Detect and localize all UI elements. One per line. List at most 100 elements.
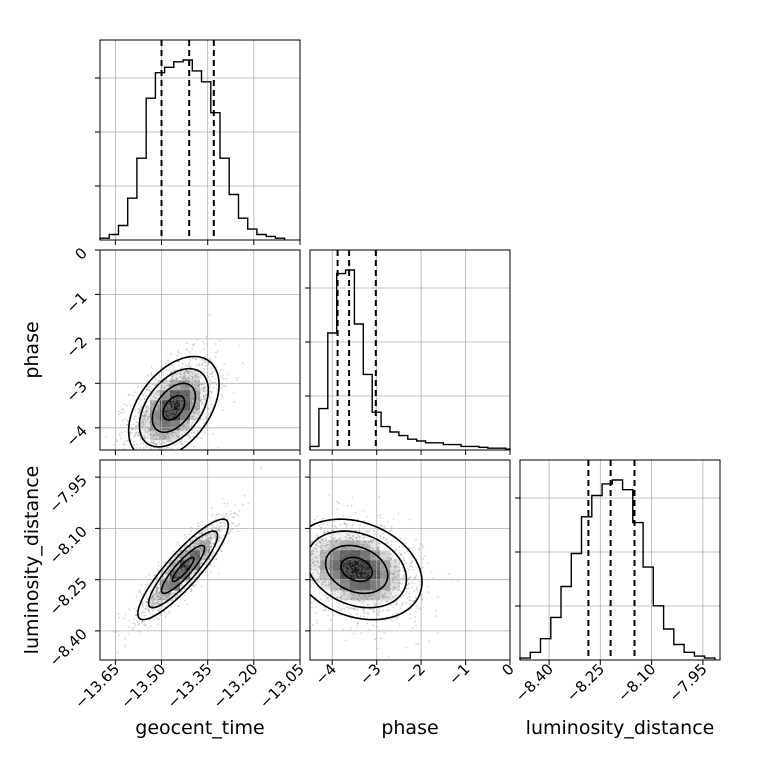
density-cell [340, 560, 351, 571]
sample-point [143, 423, 146, 426]
sample-point [158, 408, 160, 410]
sample-point [175, 425, 178, 427]
sample-point [172, 571, 174, 574]
sample-point [380, 637, 382, 640]
density-cell [180, 390, 191, 401]
sample-point [195, 556, 198, 559]
sample-point [343, 568, 346, 571]
sample-point [153, 601, 156, 603]
sample-point [170, 371, 172, 374]
sample-point [171, 399, 174, 402]
sample-point [185, 573, 188, 576]
sample-point [164, 590, 167, 593]
sample-point [352, 535, 355, 537]
sample-point [187, 555, 190, 558]
sample-point [363, 544, 366, 546]
sample-point [329, 540, 332, 542]
sample-point [389, 591, 392, 593]
sample-point [171, 380, 174, 383]
sample-point [191, 538, 194, 541]
sample-point [128, 633, 131, 635]
sample-point [192, 553, 195, 556]
sample-point [155, 590, 158, 592]
sample-point [148, 388, 151, 391]
sample-point [205, 364, 207, 367]
sample-point [393, 558, 396, 561]
sample-point [209, 542, 212, 545]
sample-point [149, 429, 152, 431]
sample-point [199, 553, 202, 556]
sample-point [195, 395, 198, 397]
sample-point [169, 393, 172, 396]
sample-point [156, 443, 159, 446]
sample-point [188, 436, 191, 439]
sample-point [326, 574, 329, 576]
sample-point [158, 598, 160, 600]
sample-point [392, 596, 395, 599]
sample-point [163, 610, 166, 613]
sample-point [159, 607, 161, 610]
sample-point [404, 552, 406, 554]
sample-point [403, 559, 406, 562]
sample-point [149, 601, 152, 604]
sample-point [140, 583, 142, 586]
sample-point [166, 424, 169, 427]
sample-point [314, 556, 317, 559]
sample-point [194, 544, 197, 546]
sample-point [330, 561, 333, 564]
sample-point [157, 418, 160, 420]
sample-point [329, 564, 331, 567]
sample-point [189, 416, 192, 418]
sample-point [186, 387, 189, 390]
sample-point [145, 594, 148, 597]
sample-point [398, 545, 401, 548]
sample-point [156, 595, 158, 598]
sample-point [174, 411, 177, 413]
sample-point [141, 425, 144, 428]
sample-point [346, 560, 349, 563]
sample-point [187, 385, 190, 388]
sample-point [142, 422, 145, 425]
sample-point [156, 595, 159, 598]
sample-point [186, 398, 189, 401]
sample-point [188, 377, 191, 380]
sample-point [175, 596, 178, 599]
sample-point [219, 339, 222, 342]
sample-point [169, 412, 172, 414]
sample-point [395, 601, 397, 604]
sample-point [362, 563, 365, 565]
sample-point [192, 571, 195, 574]
sample-point [169, 592, 172, 595]
sample-point [359, 543, 362, 546]
sample-point [413, 582, 416, 585]
sample-point [185, 386, 188, 388]
sample-point [177, 420, 180, 423]
sample-point [170, 421, 173, 424]
sample-point [406, 584, 409, 586]
sample-point [335, 563, 338, 566]
sample-point [171, 375, 174, 378]
sample-point [355, 582, 358, 585]
sample-point [165, 596, 168, 599]
sample-point [199, 550, 201, 553]
sample-point [366, 598, 369, 601]
sample-point [171, 376, 174, 379]
sample-point [148, 390, 151, 393]
sample-point [196, 542, 198, 545]
sample-point [180, 387, 182, 390]
sample-point [231, 516, 234, 519]
sample-point [170, 581, 173, 583]
sample-point [151, 442, 154, 444]
sample-point [191, 371, 194, 373]
sample-point [186, 372, 189, 375]
sample-point [172, 369, 175, 372]
sample-point [172, 424, 175, 427]
sample-point [210, 367, 213, 370]
sample-point [156, 587, 159, 589]
sample-point [351, 524, 354, 527]
sample-point [321, 571, 324, 574]
sample-point [328, 520, 331, 523]
sample-point [169, 576, 172, 579]
sample-point [158, 595, 161, 598]
sample-point [197, 411, 200, 414]
